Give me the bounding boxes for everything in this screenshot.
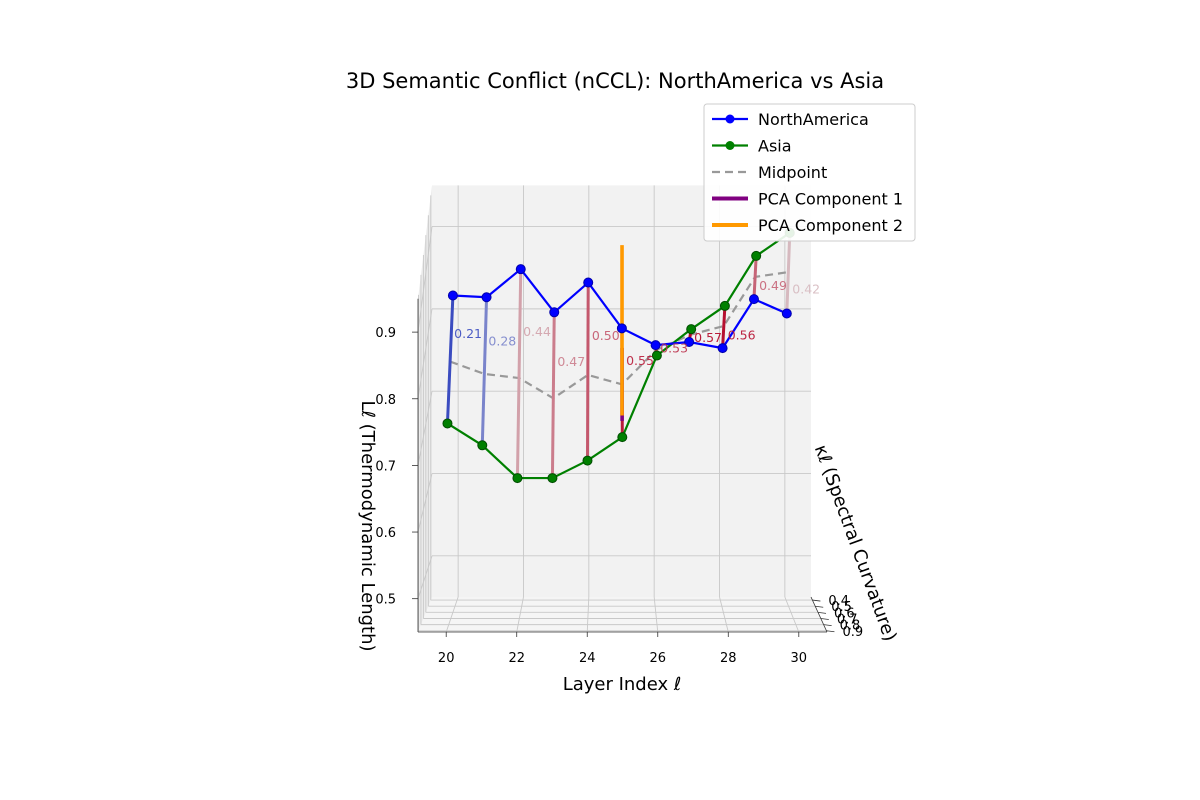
grid-x-floor [653, 596, 659, 633]
y-tick-mark [815, 605, 824, 608]
distance-label: 0.56 [728, 327, 756, 342]
northamerica-point [717, 343, 728, 354]
legend: NorthAmerica Asia Midpoint PCA Component 1 P… [703, 103, 916, 242]
northamerica-point [481, 292, 492, 303]
x-tick-label: 28 [720, 651, 737, 666]
northamerica-point [650, 340, 661, 351]
grid-x-floor [445, 596, 459, 633]
asia-point [547, 473, 558, 484]
conflict-connector [480, 297, 489, 446]
northamerica-point [549, 307, 560, 318]
grid-x-floor [784, 596, 800, 633]
asia-point [751, 250, 762, 261]
northamerica-point [781, 308, 792, 319]
x-tick-label: 26 [649, 651, 666, 666]
y-tick-mark [826, 630, 835, 633]
conflict-connector [752, 255, 758, 300]
y-tick-label: 0.6 [834, 606, 855, 621]
asia-point [686, 324, 697, 335]
distance-label: 0.50 [592, 328, 620, 343]
distance-label: 0.55 [626, 353, 654, 368]
conflict-connector [721, 305, 727, 349]
legend-label: PCA Component 1 [758, 190, 903, 209]
tick-labels: 20 22 24 26 28 300.40.50.60.70.80.90.50.60.70… [375, 326, 863, 666]
left-pane [418, 185, 432, 632]
x-axis-label: Layer Index ℓ [563, 674, 682, 695]
conflict-connector [515, 269, 523, 479]
northamerica-point [583, 277, 594, 288]
y-tick-mark [823, 624, 832, 627]
northamerica-point [447, 290, 458, 301]
distance-label: 0.53 [660, 340, 688, 355]
distance-label: 0.44 [523, 324, 551, 339]
x-tick-label: 20 [438, 651, 455, 666]
distance-label: 0.21 [454, 326, 482, 341]
legend-label: NorthAmerica [758, 110, 869, 129]
grid-z-left [417, 308, 433, 399]
distance-label: 0.49 [759, 278, 787, 293]
legend-marker [725, 141, 735, 150]
conflict-connector [445, 295, 455, 424]
grid-x-floor [719, 596, 729, 633]
conflict-connector [550, 312, 556, 479]
x-tick-label: 24 [579, 651, 596, 666]
legend-label: Midpoint [758, 163, 827, 182]
legend-label: PCA Component 2 [758, 216, 903, 235]
legend-marker [725, 114, 735, 124]
y-tick-label: 0.4 [828, 594, 849, 609]
y-tick-mark [820, 618, 829, 620]
asia-point [442, 418, 453, 429]
z-tick-label: 0.6 [375, 526, 396, 541]
grid-z-left [417, 391, 433, 466]
distance-label: 0.47 [557, 354, 585, 369]
y-tick-label: 0.9 [842, 625, 863, 640]
y-tick-label: 0.8 [840, 619, 861, 634]
asia-point [651, 350, 662, 361]
northamerica-point [616, 323, 627, 334]
plot-area: 0.21 0.28 0.44 0.47 0.50 0.55 0.53 0.57 0.56 0.49… [442, 227, 820, 484]
z-tick-label: 0.7 [375, 459, 396, 474]
asia-point [719, 300, 730, 311]
conflict-connector [785, 232, 792, 314]
x-tick-label: 22 [508, 651, 525, 666]
grid-x-floor [586, 596, 590, 633]
z-tick-label: 0.5 [375, 593, 396, 608]
legend-box [703, 103, 916, 242]
y-tick-label: 0.7 [837, 612, 858, 627]
y-tick-label: 0.5 [831, 600, 852, 615]
northamerica-point [748, 294, 759, 305]
asia-point [477, 440, 488, 451]
y-axis-line [810, 596, 828, 633]
z-tick-label: 0.9 [375, 326, 396, 341]
conflict-connector [585, 282, 590, 461]
y-tick-mark [817, 611, 827, 614]
grid-z-left [417, 555, 433, 599]
northamerica-point [515, 264, 526, 275]
distance-label: 0.28 [488, 334, 516, 349]
asia-point [617, 432, 628, 443]
distance-label: 0.42 [792, 281, 820, 296]
asia-point [582, 455, 593, 466]
grid-z-left [417, 226, 433, 333]
grid-z-left [417, 473, 433, 533]
distance-label: 0.57 [694, 330, 722, 345]
x-tick-label: 30 [791, 651, 808, 666]
legend-label: Asia [758, 137, 792, 156]
grid-x-floor [516, 596, 524, 633]
y-tick-mark [812, 599, 821, 602]
floor-pane [418, 597, 827, 632]
asia-point [512, 473, 523, 484]
northamerica-point [684, 336, 695, 347]
z-tick-label: 0.8 [375, 393, 396, 408]
grid-lines [417, 185, 828, 633]
z-axis-label: Lℓ (Thermodynamic Length) [357, 400, 378, 651]
chart-title: 3D Semantic Conflict (nCCL): NorthAmeric… [346, 69, 884, 93]
